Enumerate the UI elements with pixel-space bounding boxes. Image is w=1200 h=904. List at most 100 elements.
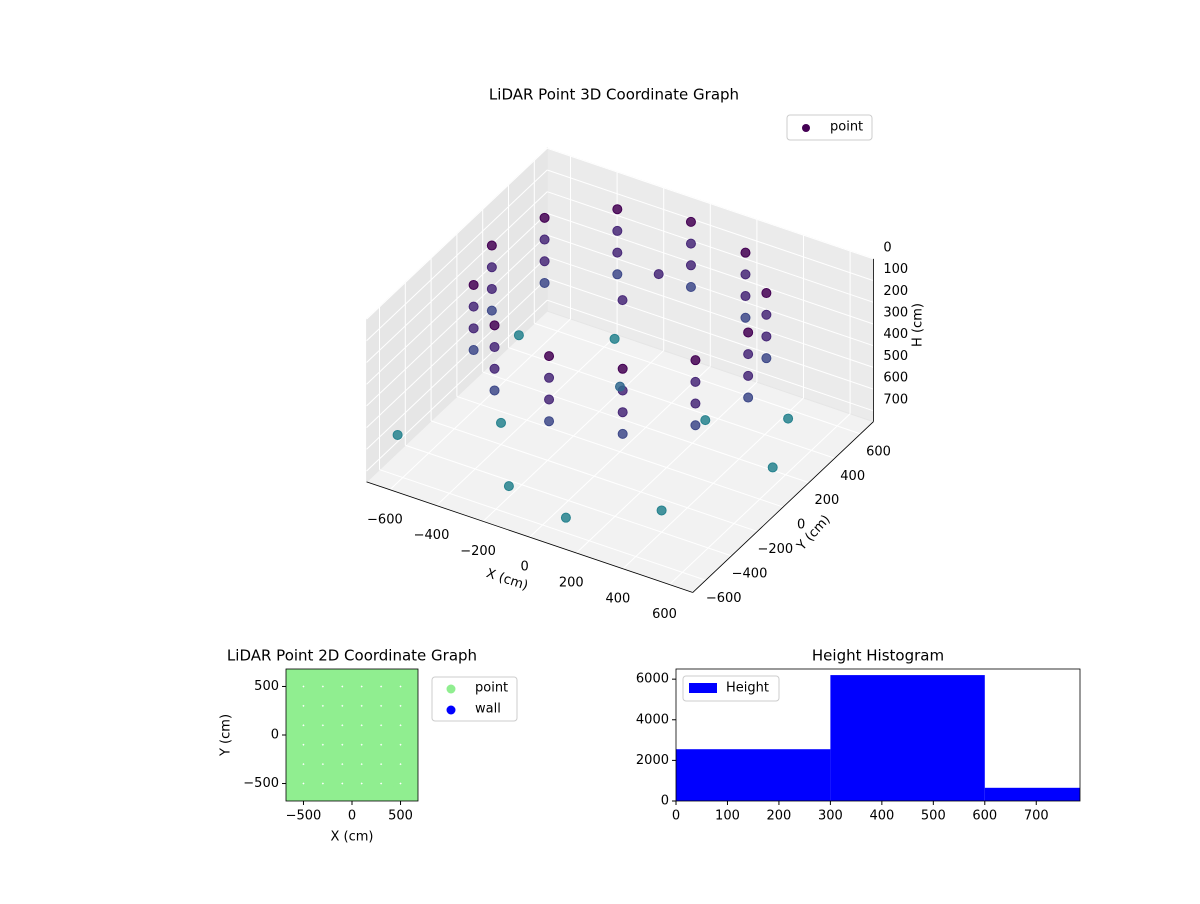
- bar: [676, 749, 831, 801]
- point: [358, 780, 385, 801]
- grid-line: [366, 278, 548, 450]
- x-tick-label: −400: [414, 528, 450, 543]
- grid-line: [547, 299, 874, 412]
- point: [377, 741, 404, 768]
- legend-label: wall: [475, 702, 501, 717]
- point: [743, 370, 754, 381]
- grid-line: [482, 371, 810, 484]
- point: [740, 247, 751, 258]
- point: [700, 415, 711, 426]
- point: [468, 345, 479, 356]
- grid-line: [366, 169, 548, 342]
- y-tick-label: 2000: [636, 753, 669, 768]
- point: [397, 760, 418, 787]
- point: [339, 702, 365, 729]
- point: [319, 669, 346, 690]
- point: [743, 327, 754, 338]
- point: [468, 323, 479, 334]
- x-tick-label: 700: [1024, 809, 1049, 824]
- x-axis-label: X (cm): [331, 830, 374, 845]
- point: [617, 428, 628, 439]
- y-tick-label: 4000: [636, 712, 669, 727]
- point: [319, 780, 346, 801]
- point: [377, 760, 404, 787]
- y-tick-label: 400: [840, 469, 865, 484]
- legend-marker: [446, 705, 456, 715]
- chart-title: LiDAR Point 2D Coordinate Graph: [227, 647, 477, 665]
- point: [685, 282, 696, 292]
- point: [339, 669, 365, 690]
- grid-line: [379, 469, 706, 581]
- grid-line: [508, 347, 835, 459]
- grid-line: [366, 234, 548, 407]
- legend-marker: [802, 124, 810, 132]
- point: [544, 416, 555, 427]
- point: [486, 283, 497, 294]
- y-tick-label: −600: [706, 591, 742, 606]
- grid-line: [547, 256, 874, 368]
- grid-line: [366, 299, 548, 472]
- point: [358, 760, 385, 787]
- point: [656, 505, 667, 516]
- bar: [830, 675, 985, 801]
- chart-title: LiDAR Point 3D Coordinate Graph: [489, 86, 739, 104]
- point: [690, 398, 701, 409]
- y-tick-label: 0: [661, 794, 669, 809]
- point: [397, 722, 418, 748]
- point: [612, 247, 623, 258]
- z-tick-label: 400: [883, 327, 908, 342]
- axis-line: [692, 421, 874, 593]
- x-tick-label: 600: [652, 607, 677, 622]
- point: [286, 760, 307, 787]
- point: [486, 305, 497, 316]
- point: [319, 702, 346, 729]
- point: [486, 262, 497, 273]
- point: [539, 234, 550, 245]
- point: [358, 683, 385, 710]
- point: [761, 288, 772, 299]
- y-tick-label: 0: [271, 728, 279, 743]
- point: [761, 309, 772, 320]
- legend-label: point: [830, 120, 863, 135]
- x-tick-label: 100: [715, 809, 740, 824]
- point: [300, 760, 327, 787]
- point: [339, 722, 365, 748]
- point: [358, 722, 385, 748]
- point: [690, 376, 701, 387]
- point: [358, 702, 385, 729]
- point: [339, 760, 365, 787]
- point: [503, 481, 514, 492]
- point: [740, 291, 751, 302]
- point: [300, 722, 327, 748]
- legend-label: Height: [726, 681, 769, 696]
- x-tick-label: 200: [559, 575, 584, 590]
- point: [690, 420, 701, 431]
- chart-title: Height Histogram: [812, 647, 944, 665]
- grid-line: [547, 169, 874, 282]
- point: [377, 683, 404, 710]
- axes-frame: [675, 668, 1081, 802]
- point: [513, 330, 524, 341]
- grid-line: [547, 234, 874, 347]
- point: [489, 320, 500, 331]
- point: [377, 780, 404, 801]
- y-axis-label: Y (cm): [219, 714, 234, 757]
- point: [397, 741, 418, 768]
- point: [612, 269, 623, 280]
- z-tick-label: 600: [883, 371, 908, 386]
- point: [319, 741, 346, 768]
- legend-label: point: [475, 681, 508, 696]
- point: [392, 429, 403, 440]
- bar: [984, 787, 1080, 801]
- point: [300, 780, 327, 801]
- point: [740, 269, 751, 280]
- point: [761, 331, 772, 342]
- point: [544, 351, 555, 362]
- y-tick-label: 600: [866, 444, 891, 459]
- y-tick-label: −400: [732, 566, 768, 581]
- y-tick-label: 0: [797, 518, 805, 533]
- point: [617, 295, 628, 306]
- point: [617, 407, 628, 418]
- point: [615, 381, 625, 392]
